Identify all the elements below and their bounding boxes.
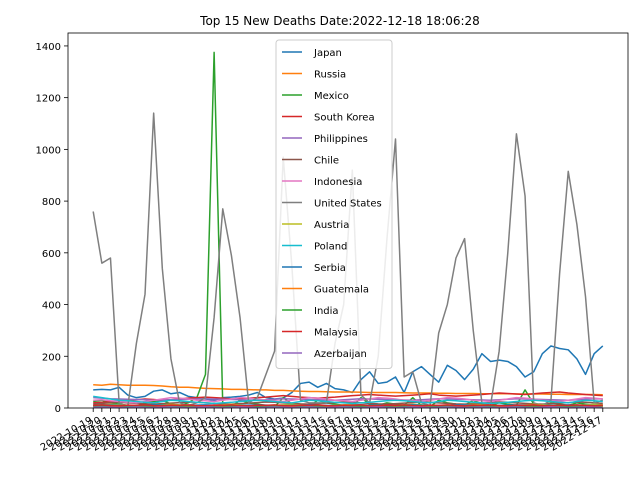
plot-frame: [67, 32, 629, 409]
legend-label: Guatemala: [314, 285, 369, 296]
legend-label: Austria: [314, 220, 349, 231]
y-tick-label: 400: [42, 301, 61, 312]
series-line-chile: [93, 401, 603, 405]
y-tick-label: 800: [42, 197, 61, 208]
series-line-azerbaijan: [93, 406, 603, 409]
series-line-philippines: [93, 396, 603, 401]
legend-label: South Korea: [314, 113, 375, 124]
legend: Japan Russia Mexico South Korea Philippines C…: [275, 39, 393, 369]
series-line-malaysia: [93, 404, 603, 407]
legend-label: Serbia: [314, 263, 346, 274]
legend-label: Indonesia: [314, 177, 362, 188]
legend-label: Poland: [314, 242, 347, 253]
legend-label: Malaysia: [314, 328, 358, 339]
y-tick-label: 1000: [36, 145, 61, 156]
legend-label: India: [314, 306, 339, 317]
y-tick-label: 0: [55, 404, 61, 415]
plot-area: [67, 32, 629, 409]
legend-box: [275, 39, 393, 369]
legend-label: Azerbaijan: [314, 349, 367, 360]
legend-label: Japan: [313, 48, 342, 59]
y-tick-label: 1400: [36, 42, 61, 53]
y-axis: 0 200 400 600 800 1000 1200 1400: [36, 42, 68, 415]
chart-title: Top 15 New Deaths Date:2022-12-18 18:06:…: [199, 14, 480, 28]
y-tick-label: 200: [42, 352, 61, 363]
legend-label: United States: [314, 199, 382, 210]
x-axis: 2022-10-192022-10-202022-10-212022-10-22…: [39, 408, 604, 454]
y-tick-label: 1200: [36, 94, 61, 105]
legend-label: Philippines: [314, 134, 368, 145]
legend-label: Russia: [314, 70, 346, 81]
y-tick-label: 600: [42, 249, 61, 260]
legend-label: Mexico: [314, 91, 349, 102]
series-line-poland: [93, 395, 603, 405]
legend-label: Chile: [314, 156, 339, 167]
